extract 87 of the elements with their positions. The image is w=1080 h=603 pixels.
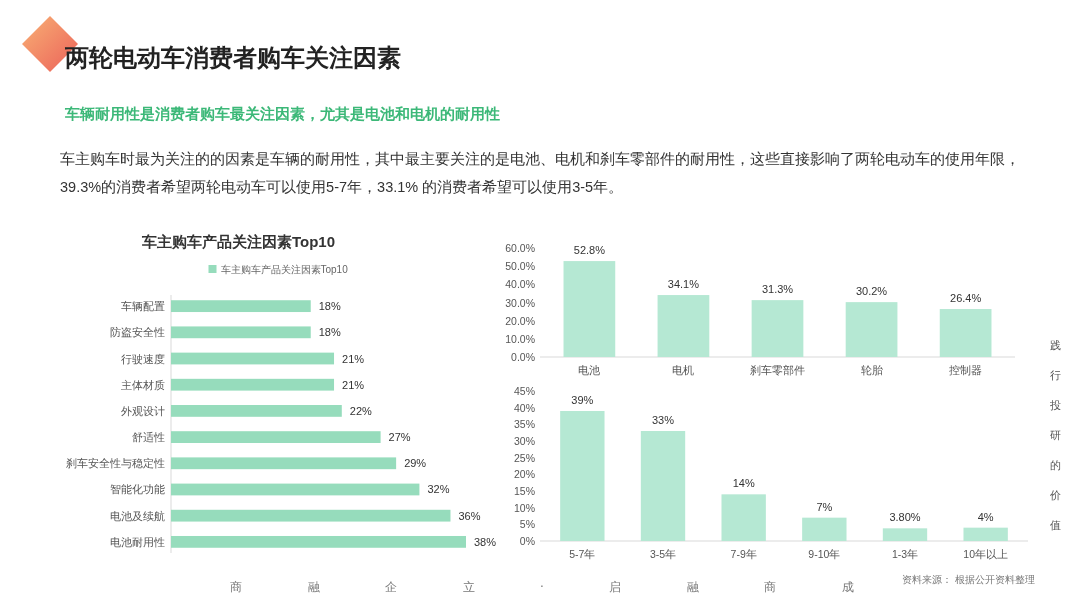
bar	[939, 309, 992, 357]
bar	[845, 302, 898, 357]
bar	[657, 295, 710, 357]
data-label: 31.3%	[761, 283, 794, 296]
y-tick-label: 25%	[513, 451, 535, 464]
y-tick-label: 60.0%	[505, 242, 535, 254]
bar	[171, 431, 381, 443]
y-tick-label: 15%	[513, 485, 535, 497]
bar	[171, 300, 311, 313]
y-tick-label: 10%	[513, 501, 535, 514]
text: 践行投研的价值	[1049, 339, 1061, 531]
text: 车主购车时最为关注的的因素是车辆的耐用性，其中最主要关注的是电池、电机和刹车零部件的耐用性，这些直接影响了两轮电动车的使用年限，39.3%的消费者希望两轮电动车可以使用5-7年，33.1% 的消费者希望可以使用3-5年。	[60, 150, 1021, 197]
text: 两轮电动车消费者购车关注因素	[64, 44, 401, 71]
y-tick-label: 40.0%	[505, 278, 535, 291]
bar	[563, 261, 616, 357]
x-tick-label: 7-9年	[730, 548, 757, 560]
y-tick-label: 30.0%	[505, 296, 535, 309]
data-label: 26.4%	[950, 292, 982, 305]
y-tick-label: 外观设计	[121, 404, 165, 417]
x-tick-label: 3-5年	[649, 548, 677, 560]
y-tick-label: 30%	[513, 435, 535, 447]
data-label: 4%	[977, 510, 994, 523]
x-tick-label: 5-7年	[569, 548, 596, 560]
y-tick-label: 45%	[513, 385, 535, 397]
bar	[171, 378, 335, 391]
bar	[802, 517, 847, 541]
y-tick-label: 20.0%	[505, 314, 535, 327]
text: 资料来源： 根据公开资料整理	[902, 574, 1035, 585]
legend-label: 车主购车产品关注因素Top10	[220, 264, 349, 275]
data-label: 32%	[427, 483, 450, 496]
data-label: 36%	[458, 509, 481, 522]
bar	[171, 509, 451, 522]
bar	[171, 352, 335, 365]
bar	[963, 527, 1008, 541]
y-tick-label: 0.0%	[511, 351, 535, 363]
data-label: 29%	[404, 457, 427, 470]
data-label: 34.1%	[667, 278, 700, 291]
bar	[882, 528, 928, 541]
y-tick-label: 20%	[513, 468, 535, 481]
y-tick-label: 40%	[513, 401, 535, 414]
x-tick-label: 10年以上	[963, 548, 1008, 560]
data-label: 21%	[342, 378, 365, 391]
y-tick-label: 电池耐用性	[110, 535, 165, 548]
bar	[721, 494, 766, 541]
x-tick-label: 9-10年	[808, 548, 841, 560]
y-tick-label: 行驶速度	[121, 352, 165, 365]
bar	[171, 483, 420, 496]
x-tick-label: 电池	[578, 364, 601, 376]
bar	[640, 431, 686, 541]
data-label: 38%	[474, 535, 497, 548]
bar	[171, 326, 311, 339]
data-label: 3.80%	[889, 511, 921, 524]
y-tick-label: 刹车安全性与稳定性	[66, 457, 165, 470]
text: 车辆耐用性是消费者购车最关注因素，尤其是电池和电机的耐用性	[64, 105, 500, 122]
bar	[171, 457, 397, 470]
y-tick-label: 5%	[519, 518, 535, 531]
data-label: 22%	[349, 404, 373, 417]
data-label: 18%	[318, 300, 341, 313]
data-label: 7%	[816, 500, 833, 513]
y-tick-label: 主体材质	[121, 378, 165, 391]
x-tick-label: 控制器	[949, 364, 983, 376]
data-label: 33%	[651, 414, 675, 426]
bar	[171, 535, 466, 548]
bar	[751, 300, 804, 357]
data-label: 27%	[388, 431, 411, 444]
x-tick-label: 刹车零部件	[750, 364, 805, 376]
y-tick-label: 舒适性	[132, 431, 165, 444]
y-tick-label: 0%	[519, 535, 535, 547]
y-tick-label: 10.0%	[505, 332, 535, 345]
y-tick-label: 50.0%	[505, 260, 535, 273]
x-tick-label: 1-3年	[891, 548, 919, 560]
y-tick-label: 车辆配置	[121, 300, 165, 313]
data-label: 18%	[318, 326, 341, 339]
x-tick-label: 轮胎	[860, 364, 883, 376]
y-tick-label: 智能化功能	[110, 483, 165, 496]
x-tick-label: 电机	[672, 364, 695, 376]
chart-title: 车主购车产品关注因素Top10	[140, 233, 336, 250]
y-tick-label: 35%	[513, 418, 535, 431]
data-label: 21%	[342, 352, 365, 365]
y-tick-label: 防盗安全性	[110, 326, 165, 339]
y-tick-label: 电池及续航	[110, 509, 165, 522]
data-label: 14%	[732, 477, 755, 490]
data-label: 52.8%	[573, 244, 606, 257]
bar	[171, 405, 342, 417]
data-label: 39%	[571, 394, 594, 406]
bar	[560, 411, 605, 541]
data-label: 30.2%	[855, 285, 888, 298]
